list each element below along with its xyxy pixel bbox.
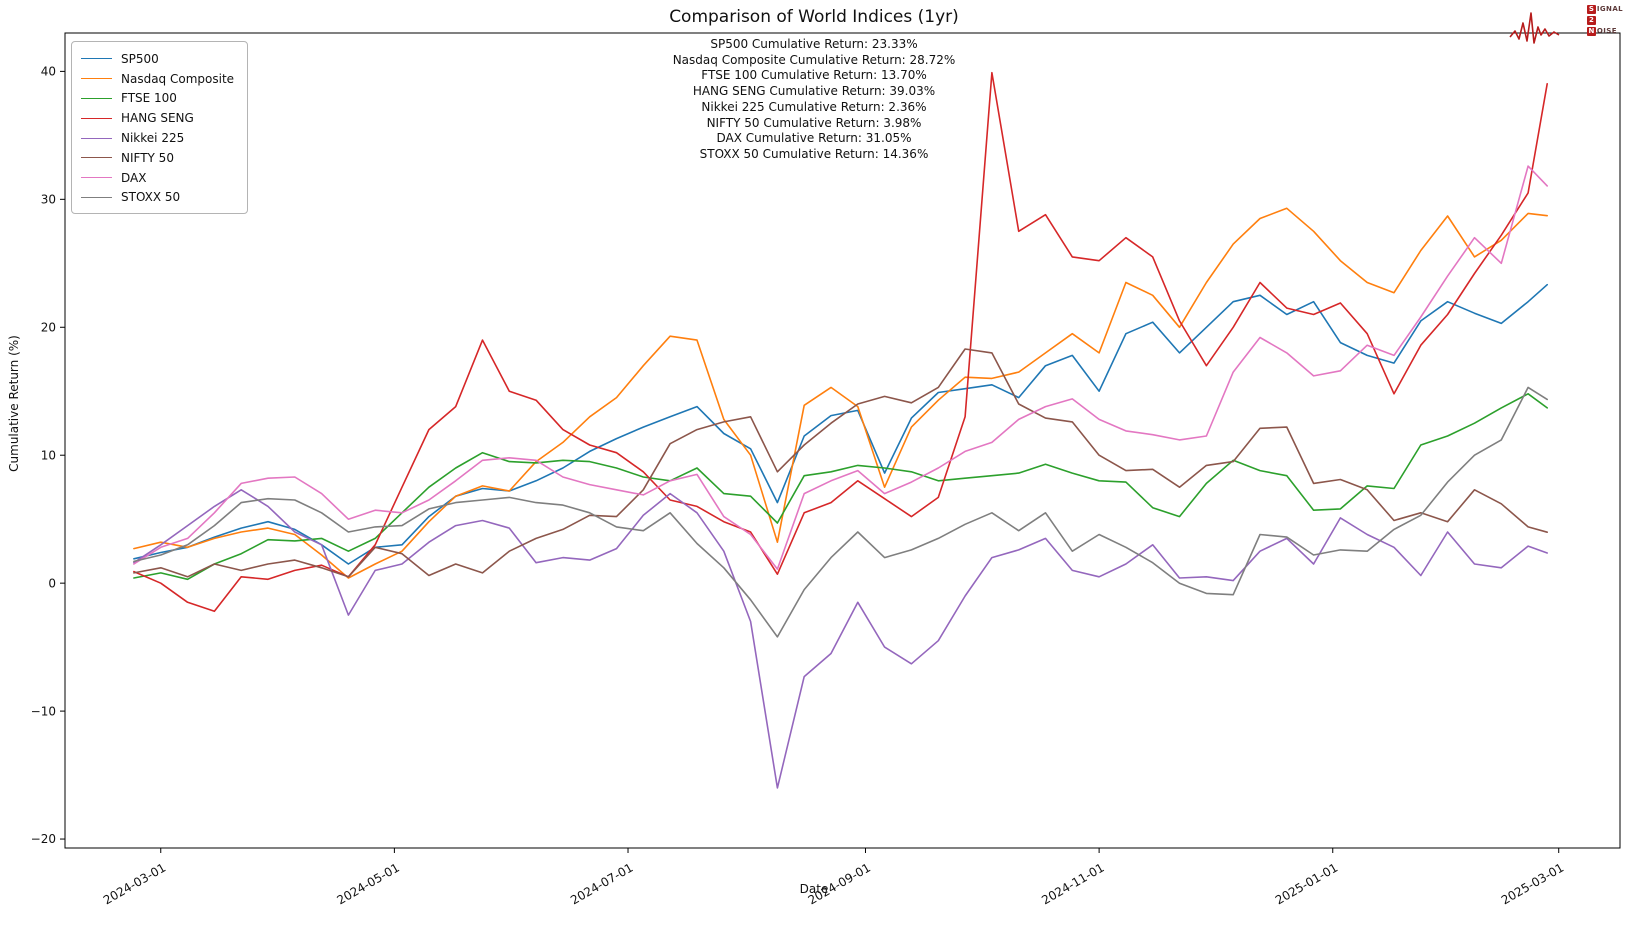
legend-item-label: DAX — [121, 170, 147, 185]
y-tick-label: −10 — [31, 704, 56, 718]
logo-rest-noise: OISE — [1596, 27, 1617, 35]
x-tick-label: 2024-07-01 — [568, 860, 635, 907]
series-line-dax — [133, 165, 1548, 570]
y-tick-label: 20 — [41, 320, 56, 334]
legend-item-nifty: NIFTY 50 — [81, 148, 237, 168]
legend-item-ftse: FTSE 100 — [81, 89, 237, 109]
legend-item-label: Nikkei 225 — [121, 131, 185, 146]
annotation-ftse: FTSE 100 Cumulative Return: 13.70% — [701, 68, 927, 83]
legend-item-nikkei: Nikkei 225 — [81, 128, 237, 148]
legend-item-sp500: SP500 — [81, 49, 237, 69]
legend-line-swatch — [81, 137, 112, 139]
legend-item-nasdaq: Nasdaq Composite — [81, 69, 237, 89]
legend-line-swatch — [81, 196, 112, 198]
logo-badge-n: N — [1586, 26, 1596, 36]
legend-item-dax: DAX — [81, 168, 237, 188]
legend-line-swatch — [81, 177, 112, 179]
legend-item-label: SP500 — [121, 51, 159, 66]
series-line-nifty-50 — [133, 348, 1548, 578]
x-tick-label: 2025-01-01 — [1273, 860, 1340, 907]
signal2noise-logo: S IGNAL 2 N OISE — [1503, 1, 1625, 45]
x-tick-label: 2024-05-01 — [334, 860, 401, 907]
x-tick-label: 2024-03-01 — [101, 860, 168, 907]
series-line-sp500 — [133, 283, 1548, 565]
logo-row-2: 2 — [1586, 15, 1623, 25]
annotation-dax: DAX Cumulative Return: 31.05% — [716, 131, 912, 146]
logo-badge-2: 2 — [1586, 15, 1596, 25]
legend-item-label: FTSE 100 — [121, 91, 177, 106]
x-tick-label: 2024-11-01 — [1039, 860, 1106, 907]
legend-line-swatch — [81, 117, 112, 119]
logo-rest-signal: IGNAL — [1596, 5, 1623, 13]
annotation-sp500: SP500 Cumulative Return: 23.33% — [710, 37, 918, 51]
y-axis-label: Cumulative Return (%) — [7, 335, 21, 472]
x-axis-label: Date — [800, 882, 829, 896]
annotation-hangseng: HANG SENG Cumulative Return: 39.03% — [692, 84, 936, 99]
x-tick-label: 2025-03-01 — [1499, 860, 1566, 907]
series-line-ftse-100 — [133, 392, 1548, 581]
legend-item-label: NIFTY 50 — [121, 150, 174, 165]
y-tick-label: 30 — [41, 193, 56, 207]
annotation-nasdaq: Nasdaq Composite Cumulative Return: 28.7… — [672, 52, 956, 67]
legend-item-label: HANG SENG — [121, 111, 194, 126]
legend-item-stoxx: STOXX 50 — [81, 188, 237, 208]
y-tick-label: −20 — [31, 832, 56, 846]
series-line-nikkei-225 — [133, 488, 1548, 789]
legend-item-label: STOXX 50 — [121, 190, 181, 205]
legend-line-swatch — [81, 58, 112, 60]
annotation-nifty: NIFTY 50 Cumulative Return: 3.98% — [706, 115, 922, 130]
y-tick-label: 40 — [41, 65, 56, 79]
annotation-nikkei: Nikkei 225 Cumulative Return: 2.36% — [701, 99, 927, 114]
series-line-stoxx-50 — [133, 386, 1548, 638]
legend-line-swatch — [81, 78, 112, 80]
legend-item-label: Nasdaq Composite — [121, 71, 235, 86]
logo-badge-s: S — [1586, 4, 1596, 14]
logo-row-signal: S IGNAL — [1586, 4, 1623, 14]
annotation-block: SP500 Cumulative Return: 23.33% Nasdaq C… — [0, 37, 1628, 163]
plot-border — [64, 32, 1621, 849]
logo-text: S IGNAL 2 N OISE — [1586, 4, 1623, 36]
series-line-hang-seng — [133, 71, 1548, 613]
annotation-stoxx: STOXX 50 Cumulative Return: 14.36% — [699, 146, 929, 161]
legend: SP500 Nasdaq Composite FTSE 100 HANG SEN… — [71, 41, 248, 215]
chart-title: Comparison of World Indices (1yr) — [669, 7, 959, 27]
legend-line-swatch — [81, 97, 112, 99]
heartbeat-waveform-icon — [1509, 12, 1560, 44]
y-tick-label: 0 — [48, 576, 56, 590]
legend-item-hangseng: HANG SENG — [81, 108, 237, 128]
logo-row-noise: N OISE — [1586, 26, 1623, 36]
legend-line-swatch — [81, 157, 112, 159]
y-tick-label: 10 — [41, 448, 56, 462]
series-line-nasdaq-composite — [133, 207, 1548, 579]
